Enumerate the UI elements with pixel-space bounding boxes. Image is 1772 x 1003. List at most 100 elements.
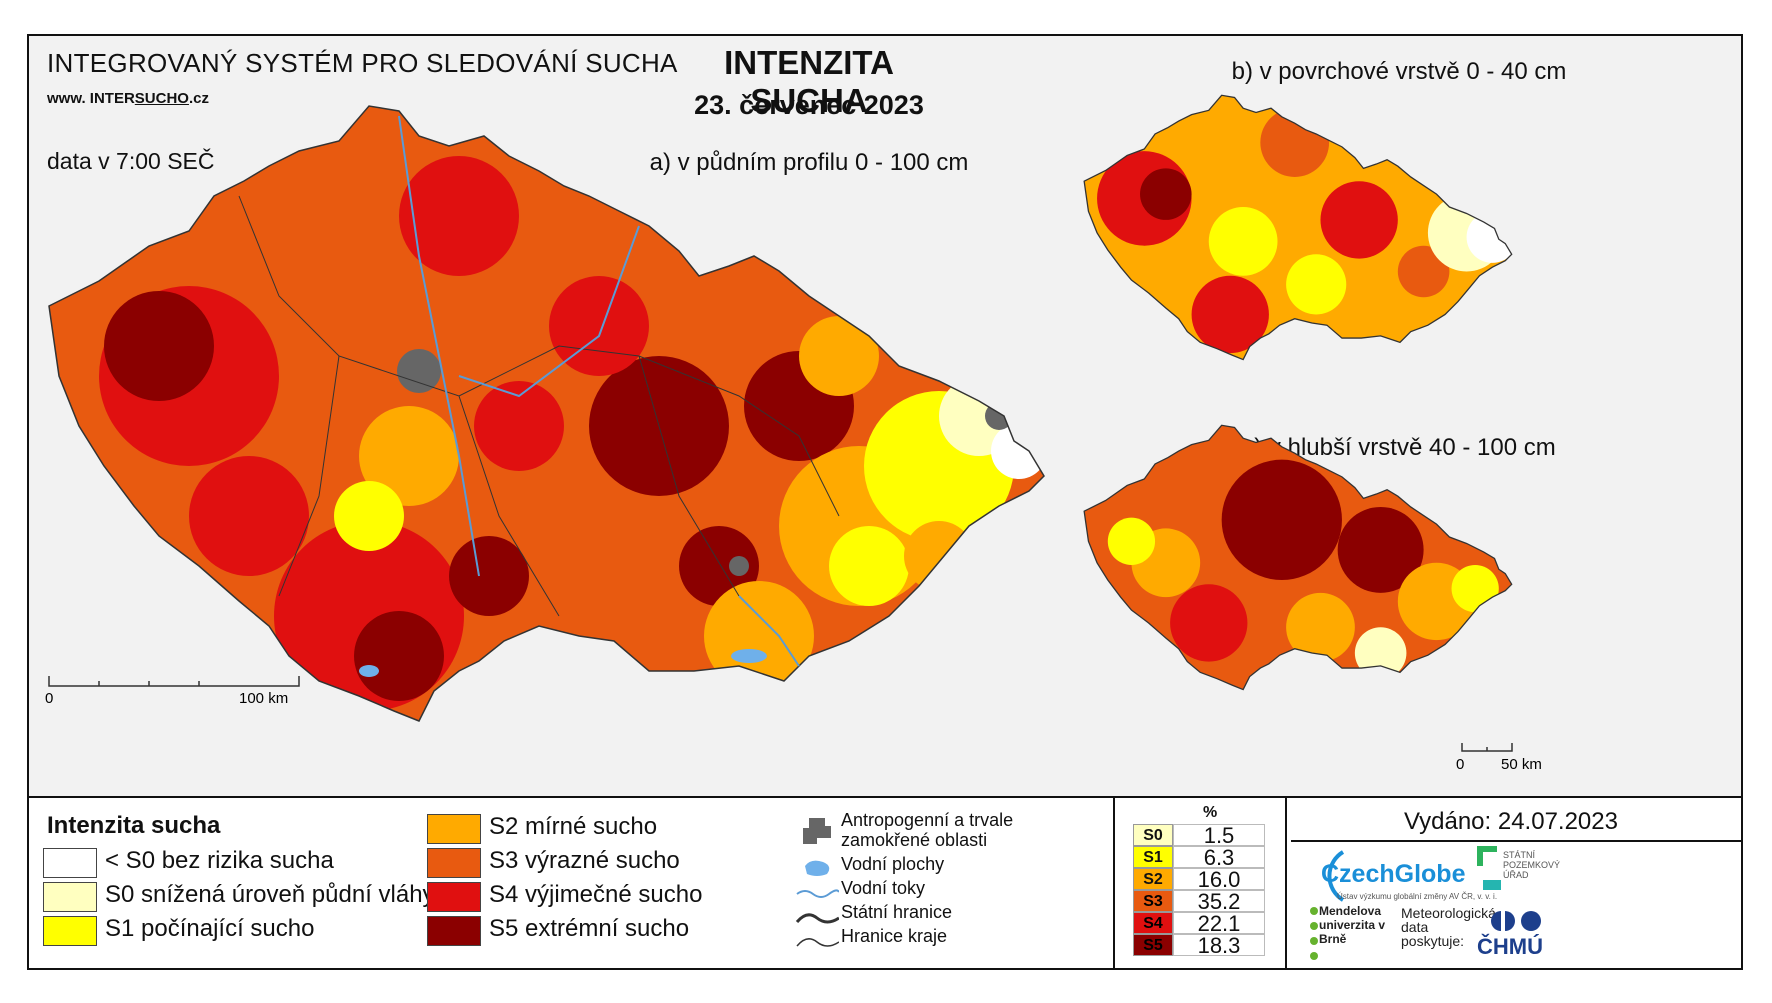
river-icon [796, 889, 839, 898]
s4-area [399, 156, 519, 276]
water-body [731, 649, 767, 663]
overlay-label-state-border: Státní hranice [841, 902, 953, 922]
main-title: INTENZITA SUCHA [724, 44, 894, 119]
legend-label-s5: S5 extrémní sucho [489, 915, 690, 942]
drought-map-frame: INTEGROVANÝ SYSTÉM PRO SLEDOVÁNÍ SUCHA w… [27, 34, 1743, 970]
issued-date: Vydáno: 24.07.2023 [1404, 808, 1618, 835]
percentage-code: S1 [1133, 846, 1173, 868]
map-b-surface-layer [1083, 94, 1513, 361]
legend-label-no-risk: < S0 bez rizika sucha [105, 847, 334, 874]
state-border [1083, 424, 1513, 691]
percentage-table: % S0 1.5 S1 6.3 S2 16.0 S3 35.2 S4 22.1 [1113, 798, 1287, 968]
percentage-header: % [1203, 804, 1218, 821]
website-link[interactable]: www. INTERSUCHO.cz [47, 90, 209, 107]
percentage-row-s0: S0 1.5 [1133, 824, 1273, 847]
ostrava-anthropogenic-area [985, 402, 1013, 430]
s4-area [1191, 275, 1269, 354]
water-body [359, 665, 379, 677]
percentage-value: 16.0 [1173, 868, 1265, 891]
s2-area [799, 316, 879, 396]
state-border [48, 105, 1045, 722]
legend-swatch-s0 [43, 882, 97, 912]
mendel-dots-icon [1310, 907, 1318, 960]
percentage-code: S4 [1133, 912, 1173, 934]
czechglobe-logo: CzechGlobe [1321, 860, 1466, 888]
s5-area [104, 291, 214, 401]
region-border-icon [796, 938, 839, 947]
s3-area [1260, 108, 1330, 177]
scale-a-end: 100 km [239, 690, 288, 707]
state-border-icon [795, 913, 839, 924]
map-a-title: a) v půdním profilu 0 - 100 cm [649, 149, 969, 176]
percentage-row-s4: S4 22.1 [1133, 912, 1273, 935]
meteo-data-label: Meteorologická data poskytuje: [1401, 905, 1496, 949]
s4-area [549, 276, 649, 376]
s5-area [1337, 506, 1424, 593]
czechglobe-subtitle: Ústav výzkumu globální změny AV ČR, v. v… [1337, 892, 1498, 901]
overlay-label-anthropogenic: Antropogenní a trvale zamokřené oblasti [841, 810, 1014, 850]
s5-area [1140, 168, 1192, 220]
region-borders [238, 195, 840, 617]
rivers [398, 115, 800, 667]
percentage-code: S5 [1133, 934, 1173, 956]
s1-area [1451, 564, 1499, 613]
anthropogenic-area-icon [803, 818, 831, 844]
legend-title: Intenzita sucha [47, 812, 221, 839]
scale-bar-small: 0 50 km [1456, 743, 1542, 773]
percentage-row-s1: S1 6.3 [1133, 846, 1273, 869]
percentage-code: S2 [1133, 868, 1173, 890]
legend-swatch-s2 [427, 814, 481, 844]
partner-logos: CzechGlobe Ústav výzkumu globální změny … [1291, 840, 1741, 968]
s1-area [334, 481, 404, 551]
legend-label-s2: S2 mírné sucho [489, 813, 658, 840]
percentage-value: 22.1 [1173, 912, 1265, 935]
scale-bar-a: 0 100 km [45, 676, 300, 707]
legend-label-s4: S4 výjimečné sucho [489, 881, 703, 908]
map-a-soil-profile: 0 100 km [45, 105, 1045, 722]
overlay-label-water-bodies: Vodní plochy [841, 854, 945, 874]
s4-area [474, 381, 564, 471]
s1-area [1286, 254, 1347, 315]
percentage-value: 6.3 [1173, 846, 1265, 869]
percentage-value: 35.2 [1173, 890, 1265, 913]
s4-area [189, 456, 309, 576]
map-date: 23. červenec 2023 [694, 90, 924, 120]
percentage-value: 18.3 [1173, 934, 1265, 957]
legend-swatch-no-risk [43, 848, 97, 878]
s5-area [449, 536, 529, 616]
percentage-row-s3: S3 35.2 [1133, 890, 1273, 913]
data-time: data v 7:00 SEČ [47, 148, 215, 174]
s1-area [1208, 207, 1278, 276]
legend-swatch-s1 [43, 916, 97, 946]
scale-small-end: 50 km [1501, 756, 1542, 773]
state-border [1083, 94, 1513, 361]
s5-area [1221, 459, 1342, 580]
percentage-code: S0 [1133, 824, 1173, 846]
overlay-label-region-border: Hranice kraje [841, 926, 948, 946]
spu-logo-icon [1477, 846, 1501, 890]
system-title: INTEGROVANÝ SYSTÉM PRO SLEDOVÁNÍ SUCHA [47, 48, 678, 78]
czechglobe-arc-icon [1327, 850, 1345, 902]
water-body-icon [805, 860, 830, 876]
mendel-university-logo: Mendelova univerzita v Brně [1319, 904, 1386, 946]
legend-label-s1: S1 počínající sucho [105, 915, 315, 942]
percentage-value: 1.5 [1173, 824, 1265, 847]
legend-panel: Intenzita sucha < S0 bez rizika sucha S0… [29, 796, 1741, 968]
percentage-row-s2: S2 16.0 [1133, 868, 1273, 891]
legend-label-s3: S3 výrazné sucho [489, 847, 680, 874]
scale-small-start: 0 [1456, 756, 1464, 773]
s5-area [354, 611, 444, 701]
brno-anthropogenic-area [729, 556, 749, 576]
percentage-code: S3 [1133, 890, 1173, 912]
prague-anthropogenic-area [397, 349, 441, 393]
s0-area [1354, 627, 1407, 679]
s4-area [1320, 181, 1398, 259]
s1-area [1107, 517, 1156, 565]
overlay-icons [795, 818, 839, 947]
legend-swatch-s3 [427, 848, 481, 878]
s3-area [1397, 245, 1450, 298]
s1-area [829, 526, 909, 606]
overlay-label-rivers: Vodní toky [841, 878, 926, 898]
legend-swatch-s4 [427, 882, 481, 912]
spu-logo-text: STÁTNÍ POZEMKOVÝ ÚŘAD [1503, 850, 1561, 880]
